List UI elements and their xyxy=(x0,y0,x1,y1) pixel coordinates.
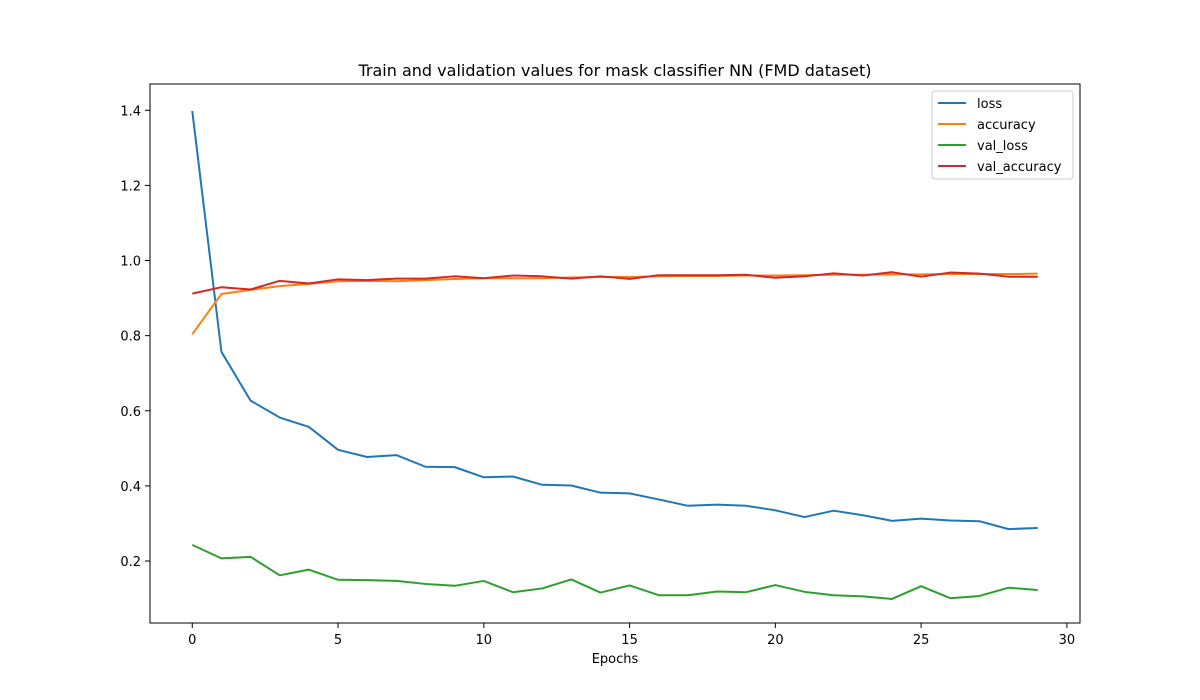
x-axis-label: Epochs xyxy=(592,652,639,667)
y-tick-label: 1.4 xyxy=(120,104,141,119)
x-axis-ticks: 0 5 10 15 20 25 30 xyxy=(188,623,1075,648)
series-group xyxy=(191,110,1038,600)
legend-label: loss xyxy=(977,97,1002,112)
y-tick-label: 1.2 xyxy=(120,179,141,194)
x-tick-label: 5 xyxy=(334,633,342,648)
series-line-val-loss xyxy=(191,543,1038,600)
x-tick-label: 0 xyxy=(188,633,196,648)
y-tick-label: 1.0 xyxy=(120,255,141,270)
y-axis-ticks: 0.2 0.4 0.6 0.8 1.0 1.2 1.4 xyxy=(120,104,150,570)
y-tick-label: 0.2 xyxy=(120,555,141,570)
y-tick-label: 0.6 xyxy=(120,405,141,420)
plot-frame xyxy=(149,83,1081,624)
chart-title: Train and validation values for mask cla… xyxy=(358,61,872,80)
plot-background xyxy=(150,84,1080,623)
x-tick-label: 30 xyxy=(1059,633,1076,648)
legend-frame xyxy=(931,90,1074,180)
series-line-val-accuracy xyxy=(192,271,1038,295)
legend-label: accuracy xyxy=(977,118,1036,133)
plot-area xyxy=(150,84,1080,623)
y-tick-label: 0.8 xyxy=(120,330,141,345)
x-tick-label: 20 xyxy=(767,633,784,648)
legend-label: val_accuracy xyxy=(977,160,1062,175)
x-tick-label: 15 xyxy=(621,633,638,648)
x-tick-label: 25 xyxy=(913,633,930,648)
legend: loss accuracy val_loss val_accuracy xyxy=(931,90,1074,180)
series-line-loss xyxy=(191,110,1038,531)
y-tick-label: 0.4 xyxy=(120,480,141,495)
x-tick-label: 10 xyxy=(476,633,493,648)
legend-label: val_loss xyxy=(977,139,1028,154)
